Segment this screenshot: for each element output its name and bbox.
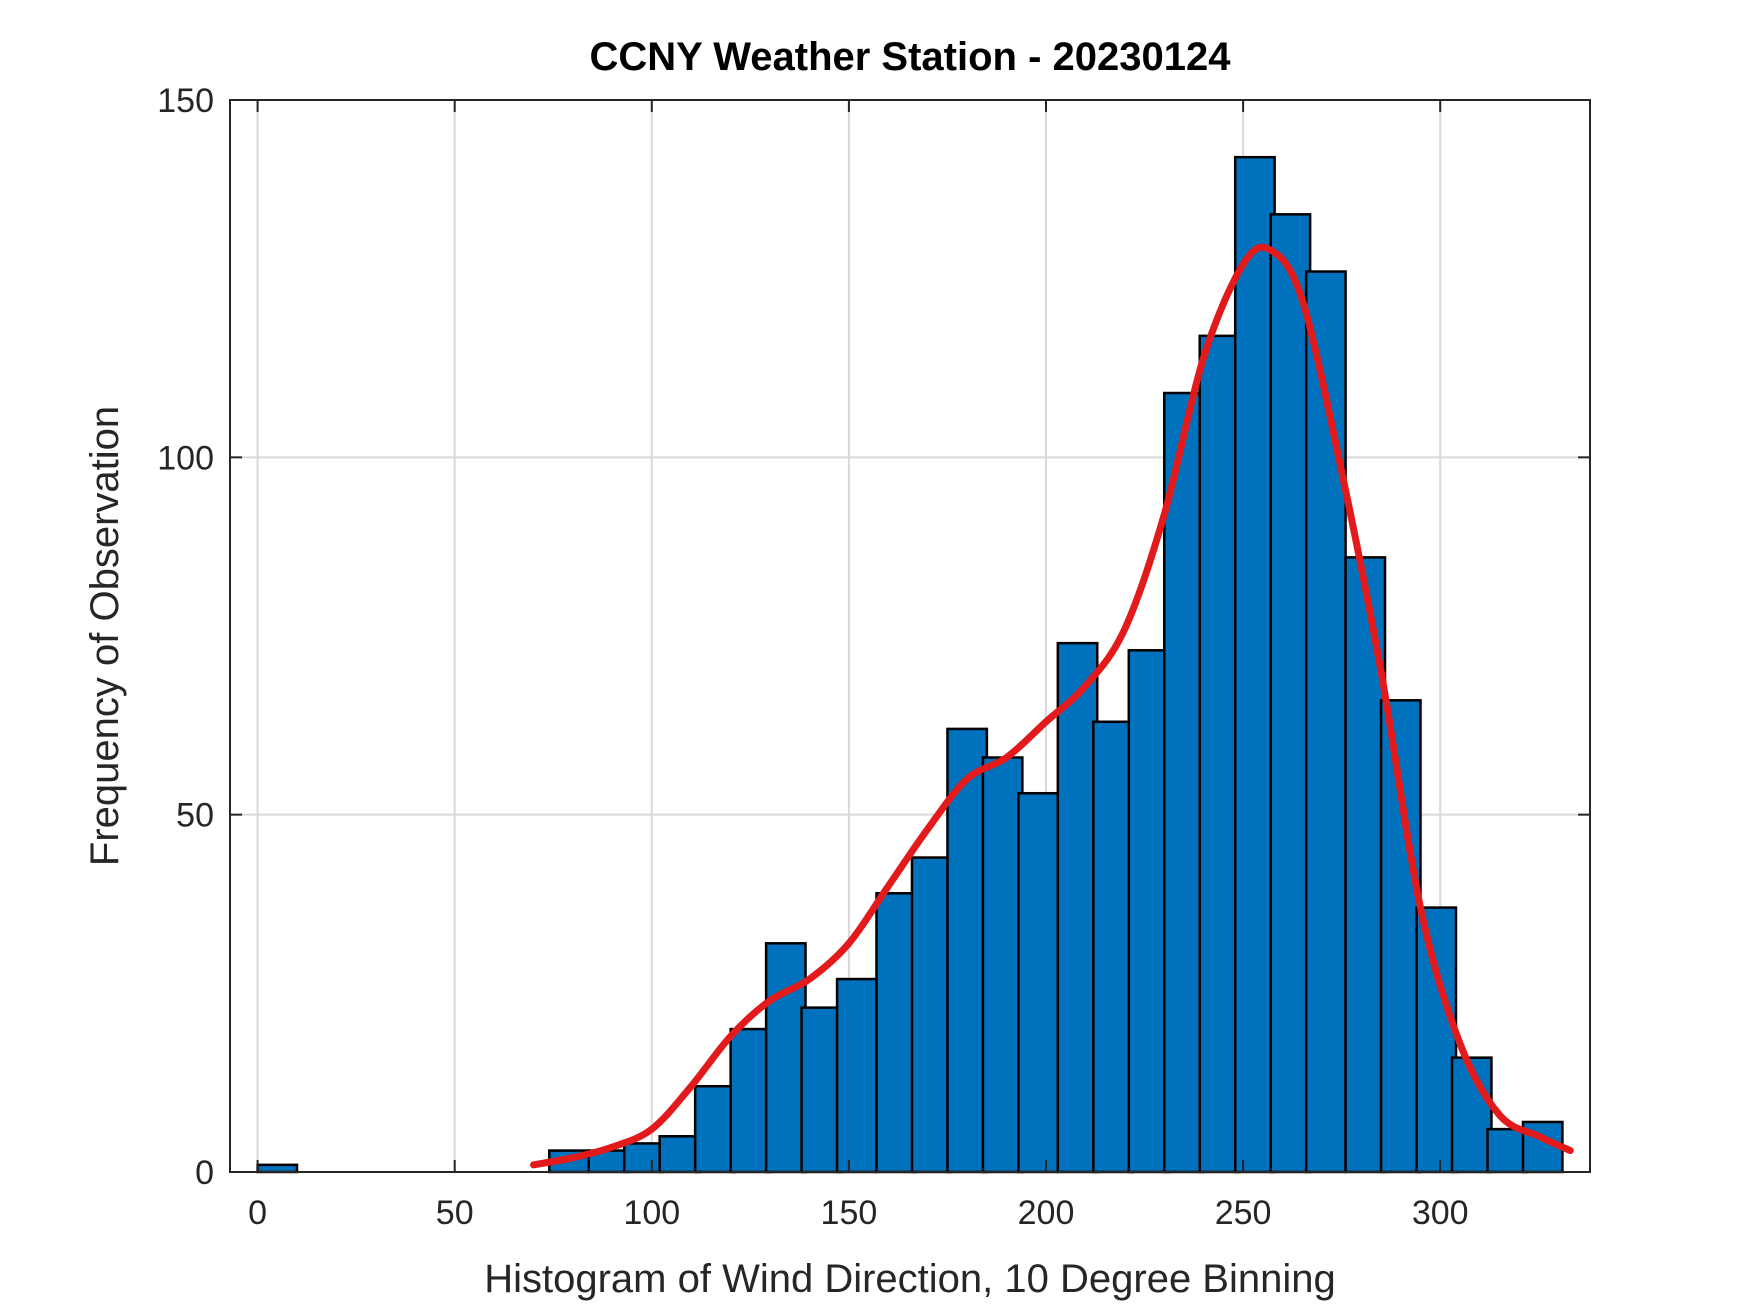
chart-title: CCNY Weather Station - 20230124 [590, 35, 1232, 79]
x-axis-label: Histogram of Wind Direction, 10 Degree B… [484, 1257, 1336, 1301]
x-tick-label: 300 [1412, 1194, 1469, 1232]
histogram-bar [693, 1084, 736, 1174]
y-axis-label: Frequency of Observation [83, 406, 127, 866]
y-tick-label: 0 [195, 1154, 214, 1192]
tick-labels: 0 50 100 150 200 250 300 0 50 100 150 [157, 82, 1468, 1232]
x-tick-label: 200 [1018, 1194, 1075, 1232]
histogram-bar [1415, 906, 1458, 1174]
histogram-bar [1092, 720, 1134, 1174]
histogram-bar [1127, 649, 1170, 1174]
fit-curve [530, 243, 1574, 1169]
histogram-bar [981, 756, 1024, 1174]
x-tick-label: 150 [821, 1194, 878, 1232]
histogram-bar [835, 977, 878, 1174]
histogram-bar [256, 1163, 299, 1174]
histogram-bar [1269, 213, 1312, 1174]
axis-ticks [230, 99, 1590, 1173]
histogram-bar [1163, 391, 1205, 1174]
histogram-bar [1233, 155, 1276, 1174]
x-tick-label: 250 [1215, 1194, 1272, 1232]
histogram-bar [800, 1006, 843, 1174]
plot-frame [229, 99, 1591, 1173]
histogram-bar [910, 856, 953, 1174]
histogram-bar [1056, 641, 1099, 1174]
histogram-bar [1017, 791, 1060, 1174]
y-tick-label: 100 [157, 439, 214, 477]
histogram-bar [622, 1142, 665, 1174]
x-tick-label: 0 [248, 1194, 267, 1232]
histogram-bar [764, 942, 807, 1174]
x-tick-label: 50 [436, 1194, 474, 1232]
histogram-bar [875, 892, 918, 1174]
histogram-bar [729, 1027, 772, 1174]
histogram-bar [1486, 1127, 1529, 1174]
x-tick-label: 100 [623, 1194, 680, 1232]
histogram-bar [1198, 334, 1241, 1174]
y-tick-label: 50 [176, 797, 214, 835]
histogram-bar [658, 1135, 701, 1174]
histogram-bars [256, 155, 1564, 1174]
y-tick-label: 150 [157, 82, 214, 120]
